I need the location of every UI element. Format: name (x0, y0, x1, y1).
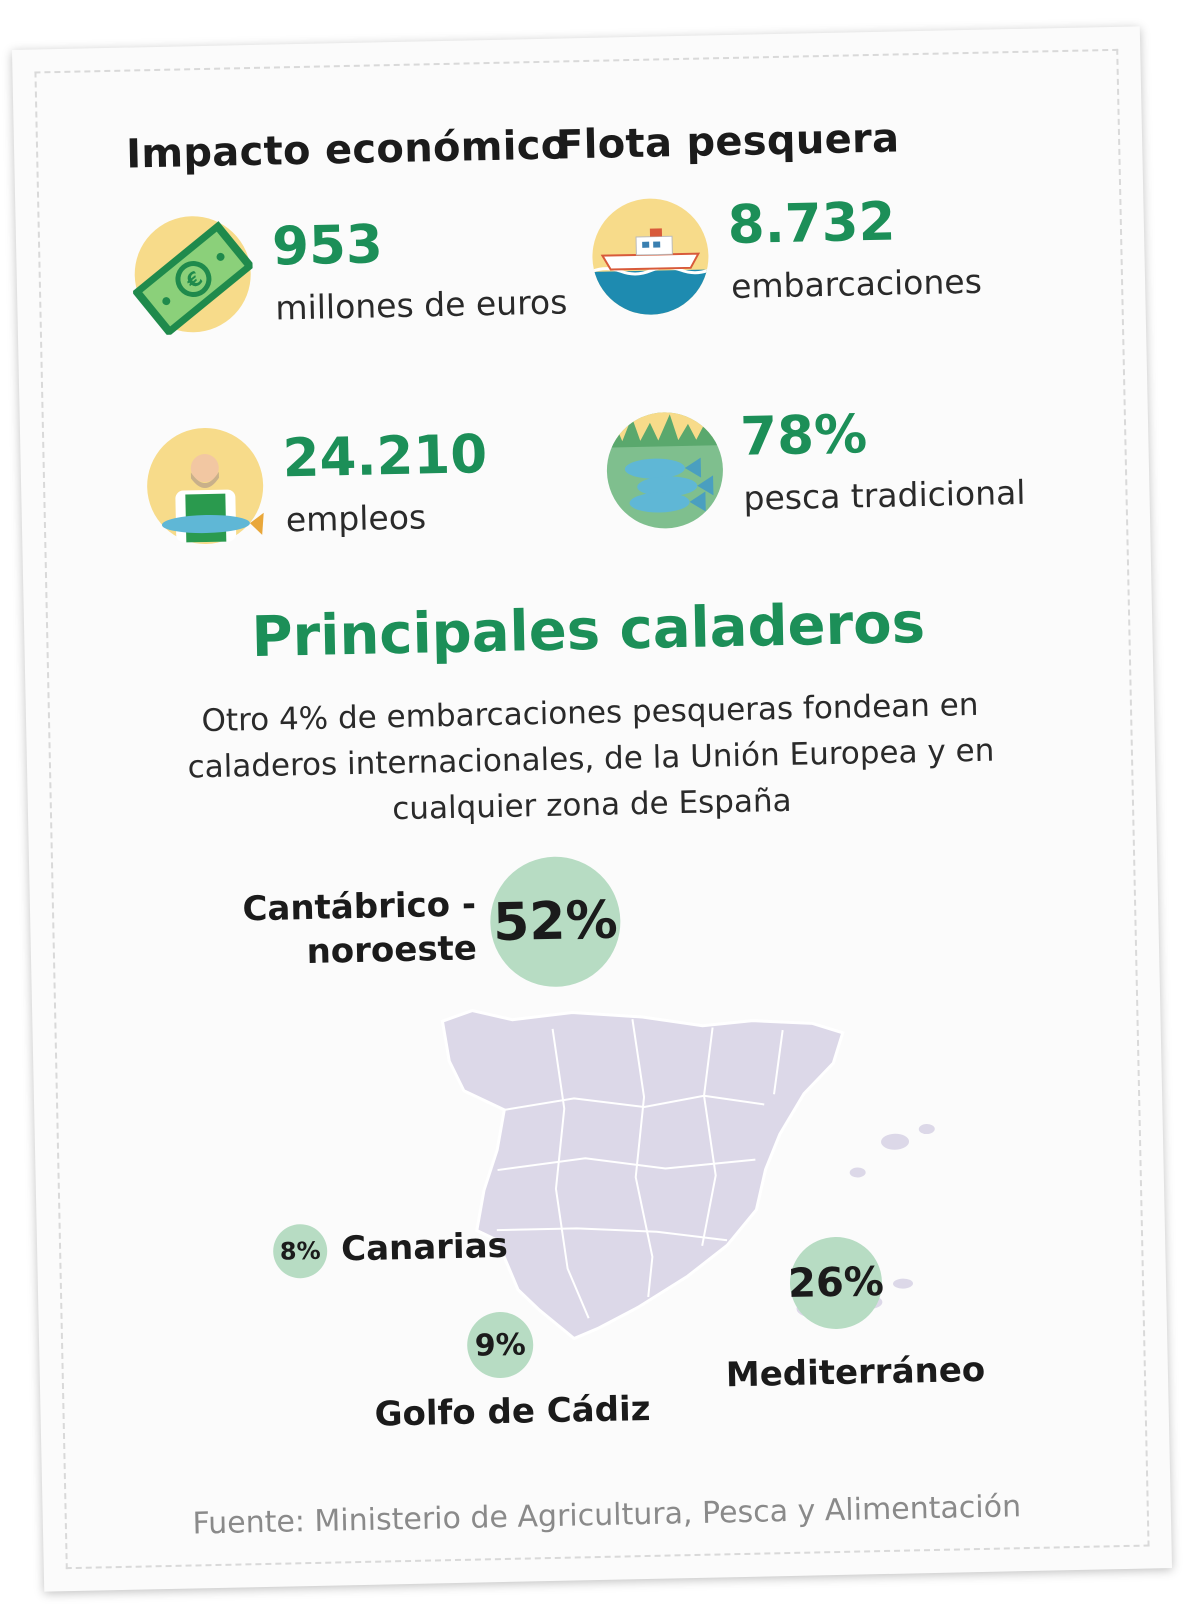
fishing-grounds-intro: Otro 4% de embarcaciones pesqueras fonde… (187, 686, 995, 828)
revenue-label: millones de euros (275, 282, 568, 328)
region-cantabrico-label: Cantábrico - noroeste (226, 882, 478, 975)
fishing-fleet-heading: Flota pesquera (555, 115, 900, 169)
economic-impact-heading: Impacto económico (125, 122, 569, 178)
fisherman-icon (147, 428, 264, 545)
region-mediterraneo-label: Mediterráneo (725, 1349, 986, 1396)
region-cantabrico-line1: Cantábrico - (242, 884, 477, 930)
vessels-label: embarcaciones (730, 261, 983, 306)
revenue-value: 953 (271, 214, 384, 278)
traditional-fishing-label: pesca tradicional (743, 472, 1026, 518)
region-canarias-label: Canarias (340, 1225, 509, 1270)
jobs-label: empleos (285, 497, 427, 540)
infographic-card: Impacto económico Flota pesquera € 953 m… (11, 26, 1173, 1592)
vessels-value: 8.732 (727, 191, 897, 257)
euro-banknote-icon: € (131, 216, 254, 336)
region-cadiz-label: Golfo de Cádiz (374, 1388, 651, 1435)
traditional-fishing-value: 78% (739, 404, 868, 468)
spain-map (440, 1008, 935, 1341)
boat-icon (591, 197, 710, 316)
fish-icon (605, 411, 725, 530)
jobs-value: 24.210 (281, 424, 488, 490)
region-cantabrico-line2: noroeste (306, 928, 478, 973)
